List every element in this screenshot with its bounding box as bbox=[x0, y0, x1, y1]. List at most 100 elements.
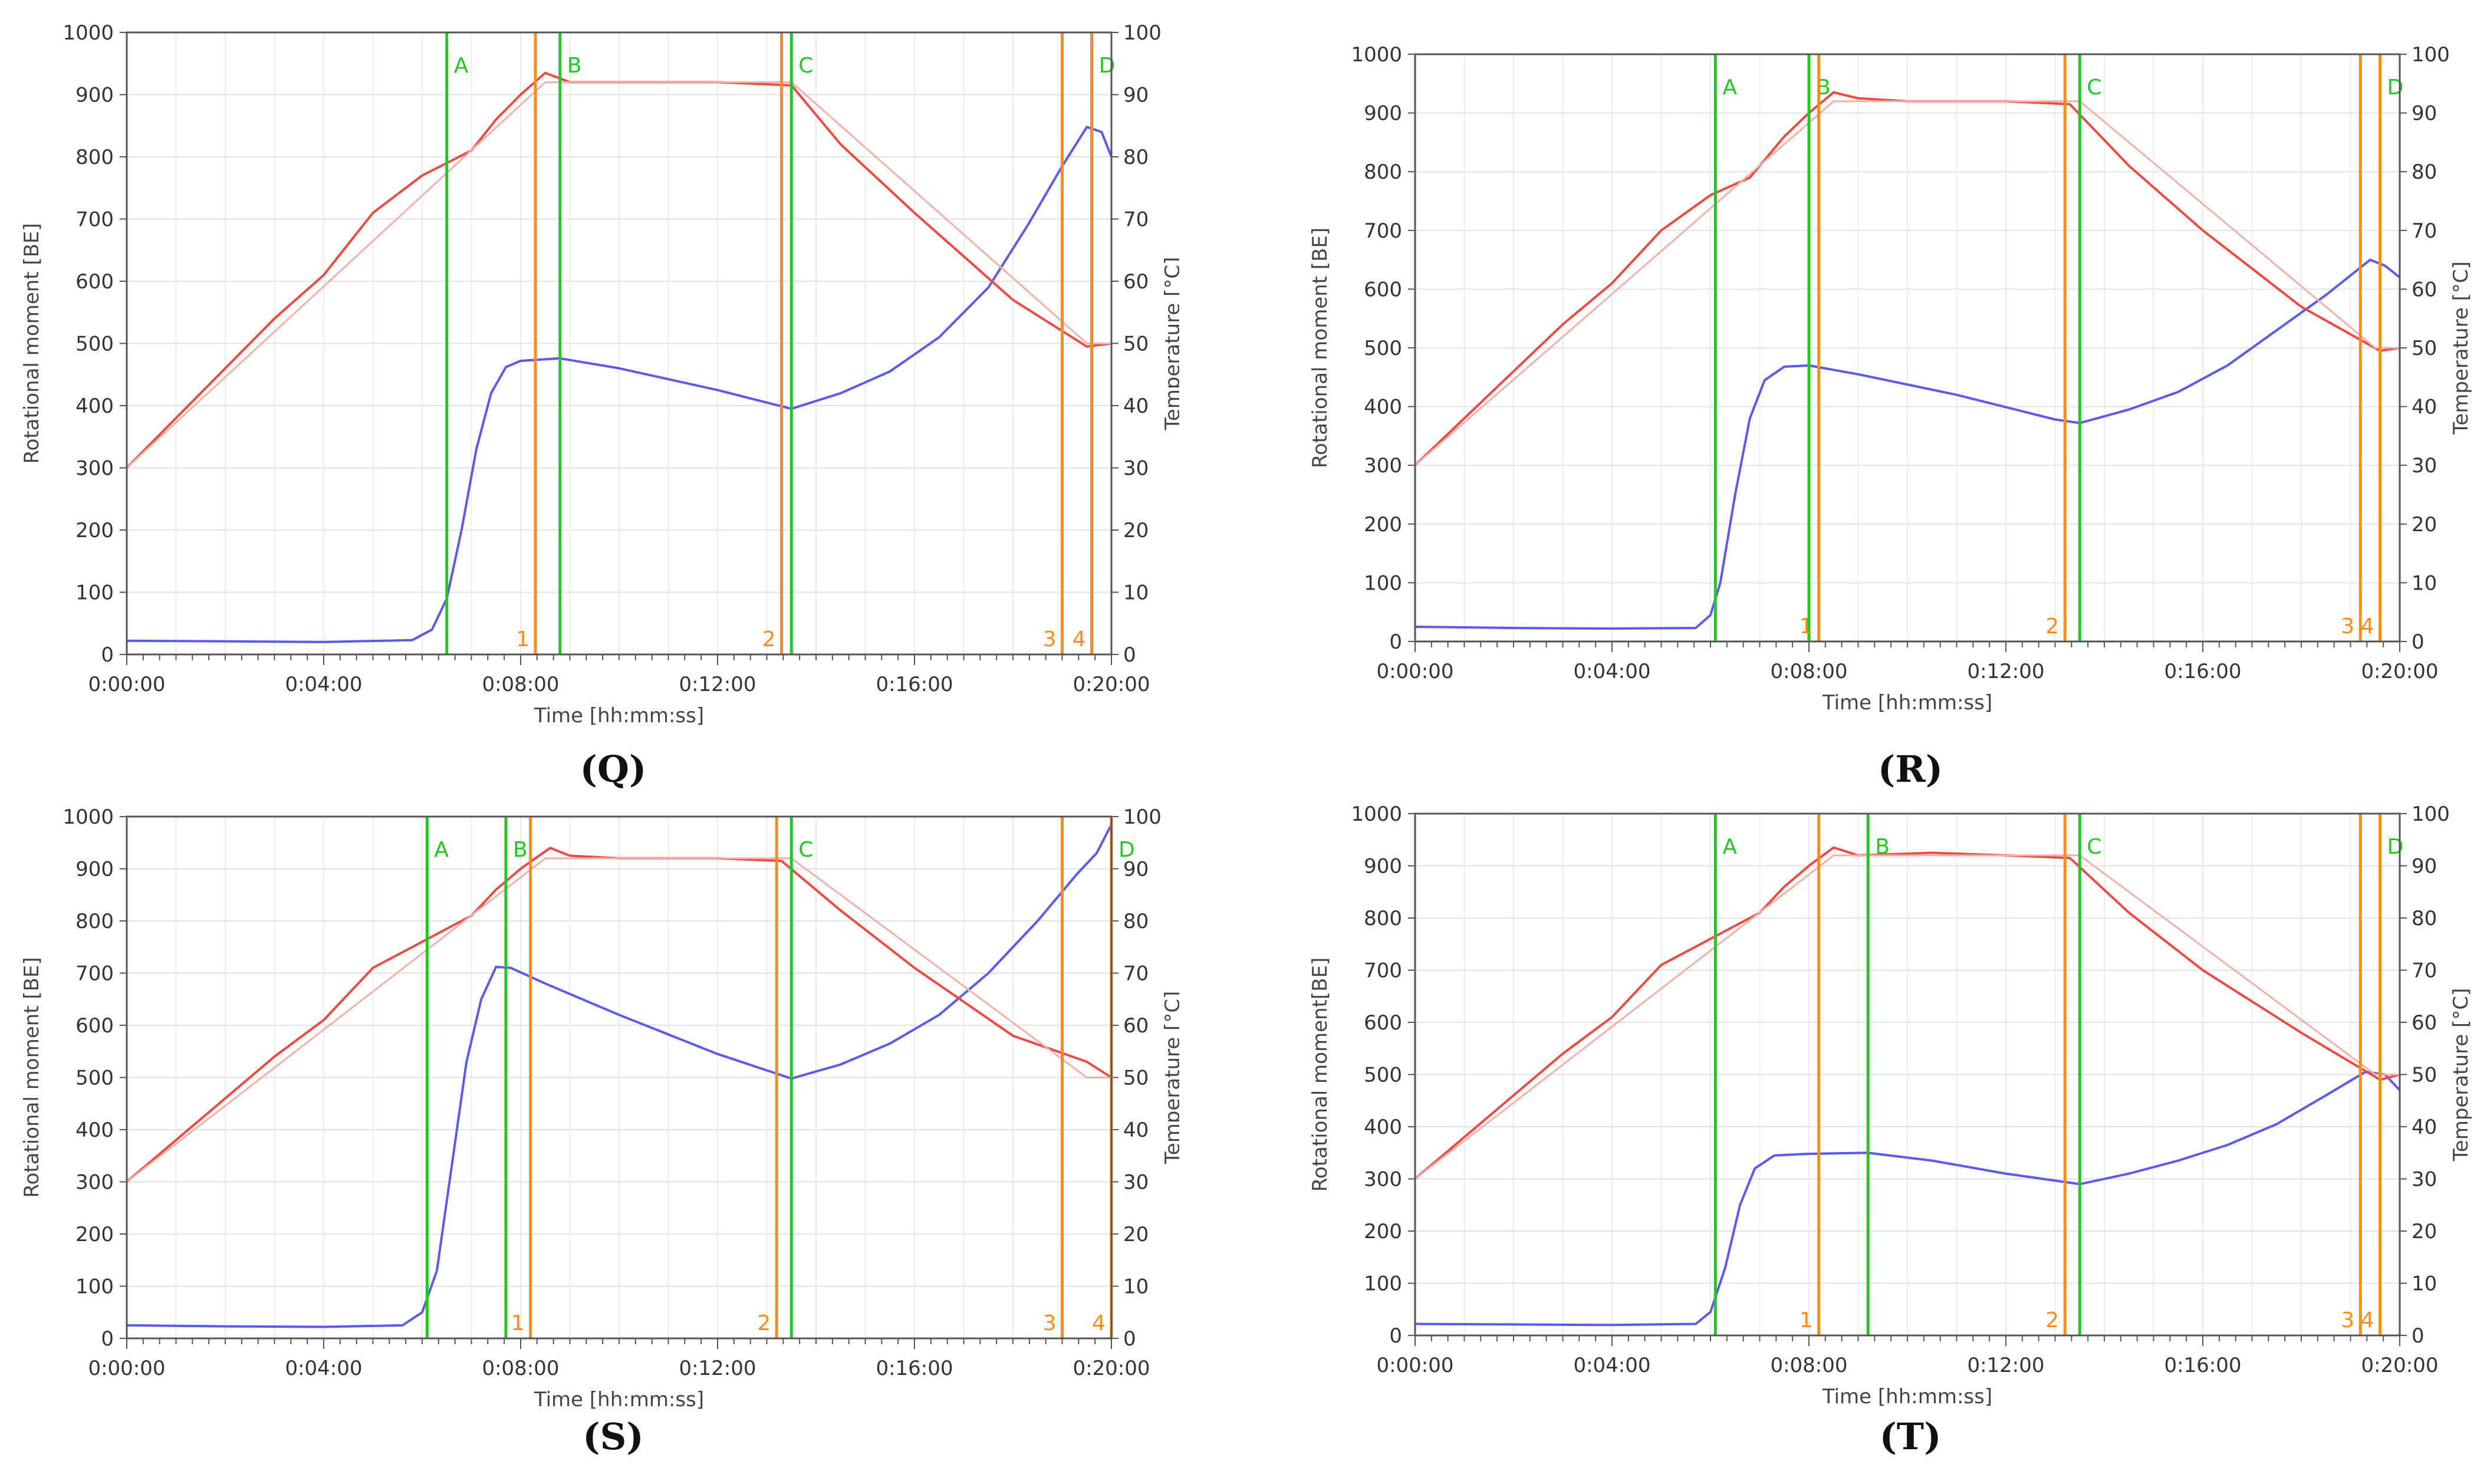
series-line-rotational-moment bbox=[1414, 1071, 2401, 1327]
x-tick-label: 0:16:00 bbox=[2164, 1354, 2241, 1377]
y-right-tick-label: 0 bbox=[2412, 1324, 2425, 1348]
marker-label-orange: 1 bbox=[1800, 614, 1813, 639]
series-line-rotational-moment bbox=[126, 824, 1113, 1328]
marker-label-green: D bbox=[2387, 75, 2404, 100]
x-tick-label: 0:04:00 bbox=[1573, 660, 1650, 683]
chart-panel-t: 0 100 200 300 400 500 600 700 800 900 1000 0 10 20 30 4… bbox=[1297, 784, 2476, 1409]
x-tick-label: 0:12:00 bbox=[1967, 1354, 2044, 1377]
y-left-tick-label: 800 bbox=[1364, 160, 1402, 184]
y-right-axis-title: Temperature [°C] bbox=[1161, 257, 1179, 430]
y-left-tick-label: 700 bbox=[75, 208, 114, 232]
marker-label-orange: 4 bbox=[2361, 614, 2374, 639]
y-left-tick-label: 1000 bbox=[62, 21, 114, 45]
y-right-tick-label: 0 bbox=[1123, 643, 1136, 667]
y-right-tick-label: 30 bbox=[2412, 454, 2437, 478]
y-left-tick-label: 1000 bbox=[1351, 802, 1402, 826]
x-tick-label: 0:00:00 bbox=[88, 673, 165, 696]
y-right-tick-label: 80 bbox=[2412, 907, 2437, 930]
y-right-tick-label: 90 bbox=[2412, 855, 2437, 878]
y-left-tick-label: 700 bbox=[75, 962, 114, 986]
y-right-tick-label: 70 bbox=[2412, 959, 2437, 983]
y-right-tick-label: 10 bbox=[2412, 1272, 2437, 1296]
marker-label-green: A bbox=[1722, 835, 1737, 859]
y-right-tick-label: 10 bbox=[1123, 1275, 1149, 1299]
marker-label-orange: 3 bbox=[1043, 627, 1057, 651]
y-left-tick-label: 300 bbox=[75, 1171, 114, 1195]
y-left-tick-label: 700 bbox=[1364, 219, 1402, 243]
y-left-tick-label: 600 bbox=[75, 1014, 114, 1038]
y-right-tick-label: 50 bbox=[1123, 333, 1149, 356]
y-right-tick-label: 50 bbox=[2412, 337, 2437, 360]
y-left-axis-title: Rotational moment [BE] bbox=[1308, 228, 1332, 468]
marker-label-orange: 2 bbox=[762, 627, 776, 651]
y-left-tick-label: 0 bbox=[101, 643, 114, 667]
y-right-tick-label: 60 bbox=[2412, 278, 2437, 301]
chart-s: 0 100 200 300 400 500 600 700 800 900 1000 0 10 20 30 4… bbox=[20, 805, 1179, 1409]
x-axis-title: Time [hh:mm:ss] bbox=[534, 704, 704, 728]
y-left-tick-label: 200 bbox=[1364, 1220, 1402, 1243]
marker-label-orange: 2 bbox=[2045, 614, 2059, 639]
y-right-tick-label: 30 bbox=[2412, 1168, 2437, 1192]
y-right-tick-label: 40 bbox=[1123, 1118, 1149, 1142]
y-right-tick-label: 60 bbox=[1123, 1014, 1149, 1038]
y-left-tick-label: 200 bbox=[75, 1223, 114, 1246]
x-tick-label: 0:04:00 bbox=[285, 673, 362, 696]
x-tick-label: 0:04:00 bbox=[1573, 1354, 1650, 1377]
x-tick-label: 0:00:00 bbox=[88, 1357, 165, 1380]
x-tick-label: 0:08:00 bbox=[482, 1357, 559, 1380]
marker-label-green: D bbox=[1119, 838, 1135, 862]
series-line-rotational-moment bbox=[126, 126, 1113, 643]
y-right-tick-label: 10 bbox=[1123, 581, 1149, 605]
y-right-tick-label: 60 bbox=[1123, 270, 1149, 294]
y-right-tick-label: 70 bbox=[1123, 208, 1149, 232]
series-line-temperature bbox=[126, 847, 1113, 1183]
y-left-tick-label: 300 bbox=[1364, 1168, 1402, 1192]
y-left-tick-label: 200 bbox=[1364, 513, 1402, 537]
marker-label-green: C bbox=[2087, 835, 2101, 859]
x-tick-label: 0:12:00 bbox=[1967, 660, 2044, 683]
y-right-tick-label: 100 bbox=[2412, 802, 2450, 826]
plot-frame bbox=[1414, 812, 2401, 1337]
x-tick-label: 0:16:00 bbox=[2164, 660, 2241, 683]
marker-label-green: B bbox=[567, 54, 582, 78]
y-left-tick-label: 100 bbox=[75, 1275, 114, 1299]
marker-label-green: D bbox=[2387, 835, 2404, 859]
y-right-tick-label: 10 bbox=[2412, 571, 2437, 595]
y-left-tick-label: 900 bbox=[75, 858, 114, 881]
x-tick-label: 0:16:00 bbox=[876, 673, 953, 696]
y-right-tick-label: 80 bbox=[1123, 146, 1149, 169]
y-right-tick-label: 60 bbox=[2412, 1011, 2437, 1035]
y-left-tick-label: 400 bbox=[75, 394, 114, 418]
caption-t: (T) bbox=[1879, 1415, 1942, 1458]
marker-label-green: C bbox=[798, 54, 813, 78]
marker-label-orange: 1 bbox=[516, 627, 529, 651]
x-tick-label: 0:08:00 bbox=[1770, 660, 1847, 683]
y-right-tick-label: 20 bbox=[1123, 519, 1149, 542]
y-left-tick-label: 400 bbox=[1364, 396, 1402, 419]
x-axis-title: Time [hh:mm:ss] bbox=[534, 1388, 704, 1409]
y-left-tick-label: 800 bbox=[75, 910, 114, 933]
marker-label-orange: 3 bbox=[2341, 614, 2354, 639]
marker-label-orange: 4 bbox=[2361, 1308, 2374, 1332]
y-left-tick-label: 1000 bbox=[62, 805, 114, 829]
marker-label-orange: 1 bbox=[1800, 1308, 1813, 1332]
x-tick-label: 0:04:00 bbox=[285, 1357, 362, 1380]
x-tick-label: 0:08:00 bbox=[1770, 1354, 1847, 1377]
caption-s: (S) bbox=[583, 1415, 644, 1458]
marker-label-green: A bbox=[434, 838, 449, 862]
y-right-tick-label: 100 bbox=[1123, 21, 1162, 45]
y-right-tick-label: 90 bbox=[1123, 84, 1149, 107]
marker-label-orange: 3 bbox=[2341, 1308, 2354, 1332]
chart-q: 0 100 200 300 400 500 600 700 800 900 1000 0 10 20 30 4… bbox=[20, 21, 1179, 728]
chart-panel-r: 0 100 200 300 400 500 600 700 800 900 1000 0 10 20 30 4… bbox=[1297, 0, 2476, 743]
marker-label-green: D bbox=[1099, 54, 1116, 78]
y-right-tick-label: 70 bbox=[1123, 962, 1149, 986]
y-left-tick-label: 300 bbox=[1364, 454, 1402, 478]
series-line-temperature bbox=[1414, 846, 2400, 1180]
y-left-tick-label: 900 bbox=[1364, 855, 1402, 878]
marker-label-orange: 2 bbox=[757, 1311, 771, 1335]
x-tick-label: 0:20:00 bbox=[1073, 673, 1150, 696]
y-right-tick-label: 80 bbox=[2412, 160, 2437, 184]
marker-label-orange: 1 bbox=[511, 1311, 525, 1335]
y-left-axis-title: Rotational moment [BE] bbox=[20, 957, 44, 1197]
